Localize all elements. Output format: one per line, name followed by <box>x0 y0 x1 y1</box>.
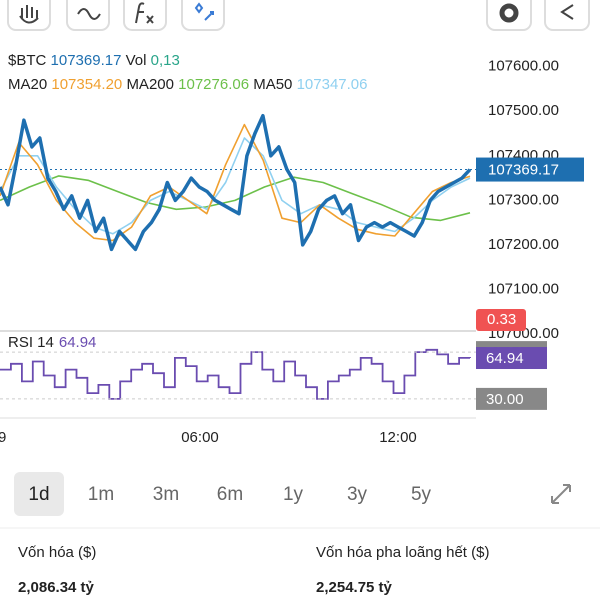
share-button[interactable] <box>544 0 590 31</box>
time-label: 12:00 <box>379 429 417 446</box>
stat-label: Vốn hóa pha loãng hết ($) <box>316 544 489 561</box>
stat-value: 2,086.34 tỷ <box>18 579 95 596</box>
price-plot <box>0 113 472 252</box>
range-tab[interactable]: 6m <box>217 484 243 505</box>
ma-legend: MA20 107354.20 MA200 107276.06 MA50 1073… <box>8 76 367 93</box>
fullscreen-button[interactable] <box>551 484 571 504</box>
toolbar <box>7 0 590 31</box>
ai-tool[interactable] <box>181 0 225 31</box>
rsi-level-badge <box>476 387 547 410</box>
rsi-label: RSI 14 64.94 <box>8 334 96 351</box>
rsi-last-badge <box>476 347 547 370</box>
ai-icon <box>194 2 214 21</box>
line-tool[interactable] <box>66 0 110 31</box>
rsi-line <box>0 348 471 400</box>
hand-tool[interactable] <box>7 0 51 31</box>
vol-badge-label: 0.33 <box>487 311 516 328</box>
range-tab[interactable]: 3m <box>153 484 179 505</box>
vol-badge <box>476 309 526 331</box>
vol-label: Vol <box>126 52 147 69</box>
price-legend: $BTC 107369.17 Vol 0,13 <box>8 52 180 69</box>
series-line <box>0 123 471 242</box>
rsi-last-label: 64.94 <box>486 350 524 367</box>
stat-value: 2,254.75 tỷ <box>316 579 393 596</box>
ma20-value: 107354.20 <box>51 76 122 93</box>
last-price: 107369.17 <box>51 52 122 69</box>
range-tab[interactable]: 5y <box>411 484 432 505</box>
selected-range-bg <box>14 472 64 516</box>
ma20-label: MA20 <box>8 76 47 93</box>
stat-label: Vốn hóa ($) <box>18 544 96 561</box>
fx-icon <box>135 2 154 24</box>
ma200-value: 107276.06 <box>178 76 249 93</box>
series-line <box>0 137 471 235</box>
hand-icon <box>19 5 39 24</box>
settings-button[interactable] <box>486 0 532 31</box>
ma50-value: 107347.06 <box>297 76 368 93</box>
y-tick-label: 107500.00 <box>488 102 559 119</box>
share-icon <box>560 4 574 20</box>
last-price-label: 107369.17 <box>488 162 559 179</box>
time-label: 9 <box>0 429 6 446</box>
last-price-badge <box>476 157 584 182</box>
vol-value: 0,13 <box>151 52 180 69</box>
y-tick-label: 107300.00 <box>488 191 559 208</box>
formula-tool[interactable] <box>123 0 167 31</box>
range-tab[interactable]: 1d <box>28 484 49 505</box>
range-tab[interactable]: 3y <box>347 484 368 505</box>
rsi-level-label: 30.00 <box>486 391 524 408</box>
wave-icon <box>77 8 101 20</box>
series-line <box>0 113 472 252</box>
range-tab[interactable]: 1y <box>283 484 304 505</box>
symbol: $BTC <box>8 52 47 69</box>
y-tick-label: 107600.00 <box>488 58 559 75</box>
time-label: 06:00 <box>181 429 219 446</box>
rsi-legend-value: 64.94 <box>59 334 97 351</box>
rsi-plot <box>0 348 476 400</box>
ma50-label: MA50 <box>253 76 292 93</box>
series-line <box>0 175 471 222</box>
y-tick-label: 107100.00 <box>488 280 559 297</box>
ma200-label: MA200 <box>126 76 174 93</box>
gear-icon <box>499 3 519 23</box>
range-tab[interactable]: 1m <box>88 484 114 505</box>
y-tick-label: 107200.00 <box>488 236 559 253</box>
